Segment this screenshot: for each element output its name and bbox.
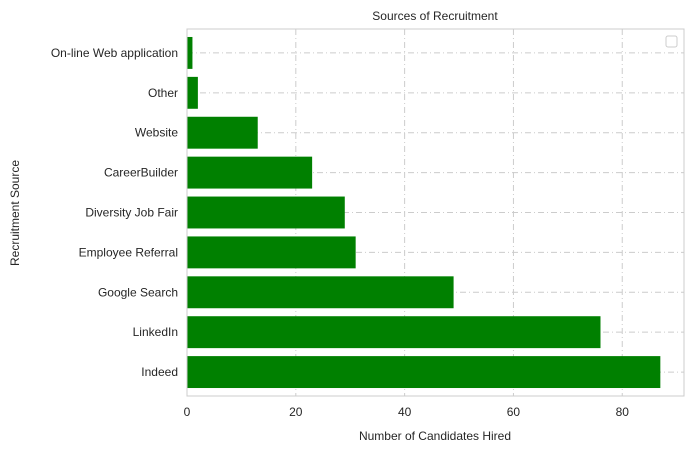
bar	[187, 36, 193, 69]
bar	[187, 196, 345, 229]
bar	[187, 276, 454, 309]
y-tick-label: Website	[135, 126, 178, 140]
x-tick-label: 80	[616, 405, 630, 419]
bar	[187, 76, 198, 109]
x-tick-label: 40	[398, 405, 412, 419]
chart-title: Sources of Recruitment	[372, 9, 498, 23]
x-tick-label: 0	[184, 405, 191, 419]
bar	[187, 156, 313, 189]
y-tick-label: Employee Referral	[79, 245, 178, 259]
y-tick-label: Indeed	[141, 365, 178, 379]
y-tick-label: LinkedIn	[133, 325, 178, 339]
y-tick-label: CareerBuilder	[104, 166, 178, 180]
y-axis-label: Recruitment Source	[8, 160, 22, 266]
y-tick-label: Other	[148, 86, 178, 100]
bars	[187, 36, 661, 389]
y-tick-label: On-line Web application	[51, 46, 178, 60]
x-tick-label: 60	[507, 405, 521, 419]
y-tick-labels: Indeed LinkedIn Google Search Employee Refe…	[51, 46, 179, 379]
x-axis-label: Number of Candidates Hired	[359, 429, 511, 443]
x-tick-labels: 0 20 40 60 80	[184, 405, 630, 419]
legend-box	[665, 35, 678, 48]
x-tick-label: 20	[289, 405, 303, 419]
bar	[187, 316, 601, 349]
y-tick-label: Diversity Job Fair	[85, 206, 178, 220]
plot-frame	[186, 28, 685, 397]
y-tick-label: Google Search	[98, 285, 178, 299]
bar	[187, 236, 356, 269]
bar	[187, 356, 661, 389]
bar	[187, 116, 258, 149]
